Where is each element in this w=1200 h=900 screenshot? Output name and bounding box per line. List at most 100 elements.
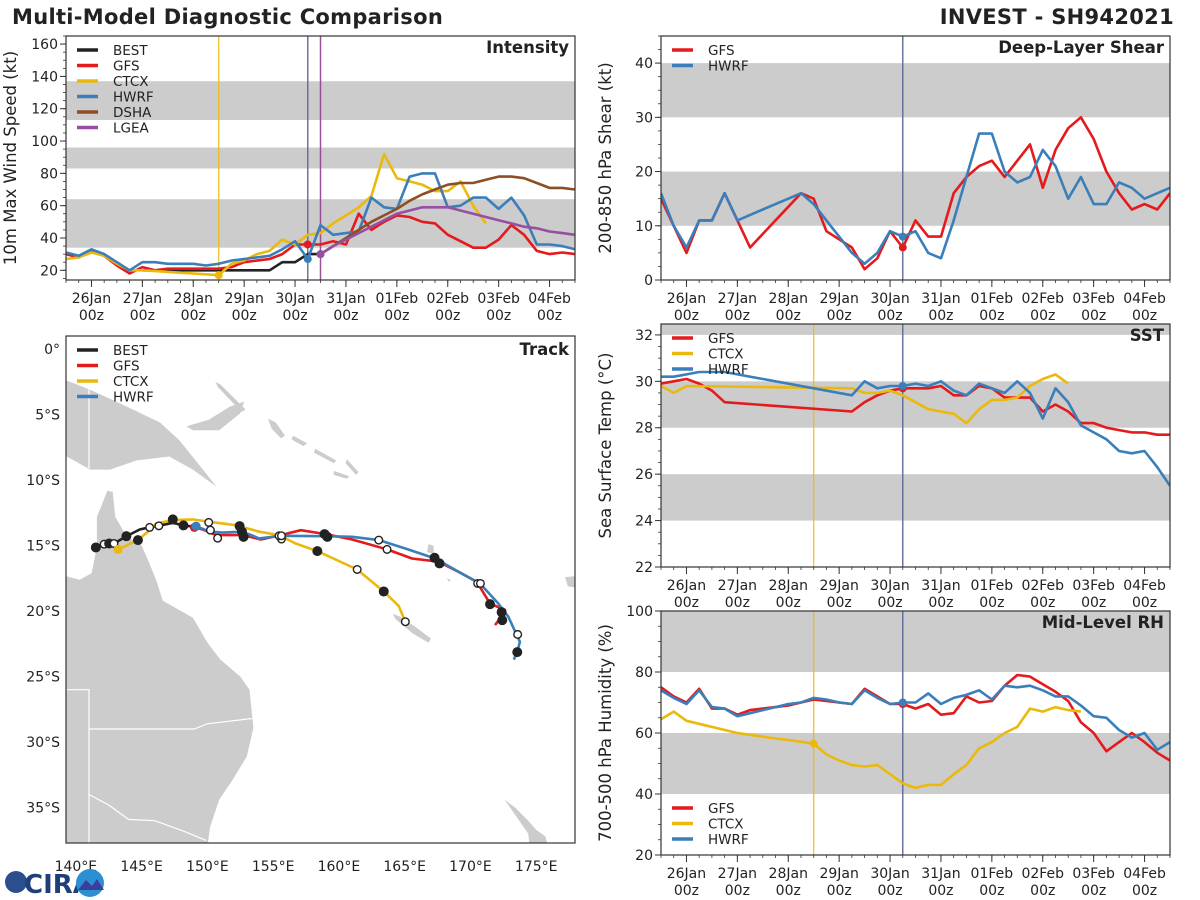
x-tick-label: 03Feb xyxy=(1072,291,1115,307)
y-tick-label: 30 xyxy=(635,110,653,126)
x-tick-sublabel: 00z xyxy=(827,883,852,899)
lat-tick-label: 20°S xyxy=(26,604,60,620)
intensity-panel: 2040608010012014016026Jan00z27Jan00z28Ja… xyxy=(1,35,576,324)
x-tick-label: 31Jan xyxy=(921,291,960,307)
x-tick-label: 03Feb xyxy=(1072,866,1115,882)
track-position-marker xyxy=(513,629,523,639)
track-position-marker xyxy=(109,539,119,549)
x-tick-sublabel: 00z xyxy=(979,308,1004,324)
x-tick-label: 03Feb xyxy=(1072,578,1115,594)
y-tick-label: 40 xyxy=(635,787,653,803)
legend-label: LGEA xyxy=(113,121,150,137)
best-series-line xyxy=(142,252,321,272)
x-tick-label: 04Feb xyxy=(1123,866,1166,882)
x-tick-label: 31Jan xyxy=(921,578,960,594)
guadalcanal-land xyxy=(333,470,350,479)
track-position-marker xyxy=(205,525,215,535)
ctcx-track-start xyxy=(113,544,123,554)
gfs-init-point xyxy=(303,240,312,249)
x-tick-sublabel: 00z xyxy=(1081,308,1106,324)
x-tick-sublabel: 00z xyxy=(776,883,801,899)
nsw-vic-border xyxy=(88,793,207,841)
y-tick-label: 30 xyxy=(635,374,653,390)
lat-tick-label: 10°S xyxy=(26,473,60,489)
lat-tick-label: 25°S xyxy=(26,670,60,686)
hwrf-track-line xyxy=(195,524,522,661)
x-tick-sublabel: 00z xyxy=(1081,595,1106,611)
logo-mountain-icon xyxy=(78,879,104,890)
track-position-marker xyxy=(178,520,189,531)
legend-label: DSHA xyxy=(113,105,152,121)
page-title: Multi-Model Diagnostic Comparison xyxy=(12,5,444,29)
track-position-marker xyxy=(319,529,330,540)
lon-tick-label: 160°E xyxy=(318,859,361,875)
x-tick-label: 31Jan xyxy=(326,291,365,307)
x-tick-sublabel: 00z xyxy=(725,595,750,611)
legend-label: BEST xyxy=(113,343,148,359)
track-position-marker xyxy=(90,542,101,553)
y-tick-label: 40 xyxy=(40,231,58,247)
legend-label: GFS xyxy=(113,359,140,375)
logo-globe-icon xyxy=(5,871,27,893)
bougainville-land xyxy=(267,418,285,439)
qld-nsw-border xyxy=(89,717,253,730)
x-tick-sublabel: 00z xyxy=(827,308,852,324)
legend-label: HWRF xyxy=(708,832,749,848)
hwrf-init-point xyxy=(898,381,907,390)
shear-plot-area xyxy=(661,36,1170,280)
ctcx-init-point xyxy=(214,271,223,280)
y-axis-label: 10m Max Wind Speed (kt) xyxy=(1,51,20,265)
x-tick-label: 01Feb xyxy=(971,578,1014,594)
x-tick-label: 04Feb xyxy=(528,291,571,307)
x-tick-label: 03Feb xyxy=(477,291,520,307)
x-tick-sublabel: 00z xyxy=(979,595,1004,611)
gfs-init-point xyxy=(898,243,907,252)
x-tick-sublabel: 00z xyxy=(384,308,409,324)
track-position-marker xyxy=(154,521,164,531)
x-tick-label: 30Jan xyxy=(870,578,909,594)
x-tick-sublabel: 00z xyxy=(877,595,902,611)
lat-tick-label: 30°S xyxy=(26,735,60,751)
x-tick-sublabel: 00z xyxy=(674,308,699,324)
y-tick-label: 26 xyxy=(635,467,653,483)
track-position-marker xyxy=(382,544,392,554)
lon-tick-label: 170°E xyxy=(449,859,492,875)
track-position-marker xyxy=(236,526,247,537)
x-tick-label: 27Jan xyxy=(718,578,757,594)
y-tick-label: 24 xyxy=(635,514,653,530)
y-tick-label: 80 xyxy=(40,166,58,182)
shear-panel: 01020304026Jan00z27Jan00z28Jan00z29Jan00… xyxy=(596,35,1171,324)
new-zealand-land xyxy=(504,799,548,843)
vanuatu-efate-land xyxy=(446,578,451,583)
legend-label: HWRF xyxy=(708,362,749,378)
x-tick-sublabel: 00z xyxy=(282,308,307,324)
y-tick-label: 60 xyxy=(635,726,653,742)
y-axis-label: 200-850 hPa Shear (kt) xyxy=(596,62,615,253)
y-tick-label: 40 xyxy=(635,56,653,72)
y-tick-label: 80 xyxy=(635,665,653,681)
x-tick-sublabel: 00z xyxy=(232,308,257,324)
x-tick-sublabel: 00z xyxy=(1132,308,1157,324)
lgea-series-line xyxy=(319,206,575,256)
lgea-init-point xyxy=(316,250,325,259)
x-tick-sublabel: 00z xyxy=(776,308,801,324)
x-tick-sublabel: 00z xyxy=(1132,883,1157,899)
y-tick-label: 160 xyxy=(31,37,58,53)
x-tick-sublabel: 00z xyxy=(877,883,902,899)
x-tick-label: 01Feb xyxy=(971,291,1014,307)
gfs-series-line xyxy=(661,116,1170,271)
y-axis-label: Sea Surface Temp (°C) xyxy=(596,353,615,539)
lat-tick-label: 5°S xyxy=(35,408,60,424)
track-position-marker xyxy=(121,531,132,542)
sst-plot-area xyxy=(661,324,1170,567)
lon-tick-label: 155°E xyxy=(252,859,295,875)
x-tick-label: 28Jan xyxy=(769,866,808,882)
panel-title: SST xyxy=(1130,326,1165,345)
gfs-series-line xyxy=(66,212,575,275)
track-position-marker xyxy=(352,564,362,574)
dsha-series-line xyxy=(319,175,575,256)
panel-title: Deep-Layer Shear xyxy=(998,38,1165,57)
x-tick-label: 30Jan xyxy=(870,291,909,307)
